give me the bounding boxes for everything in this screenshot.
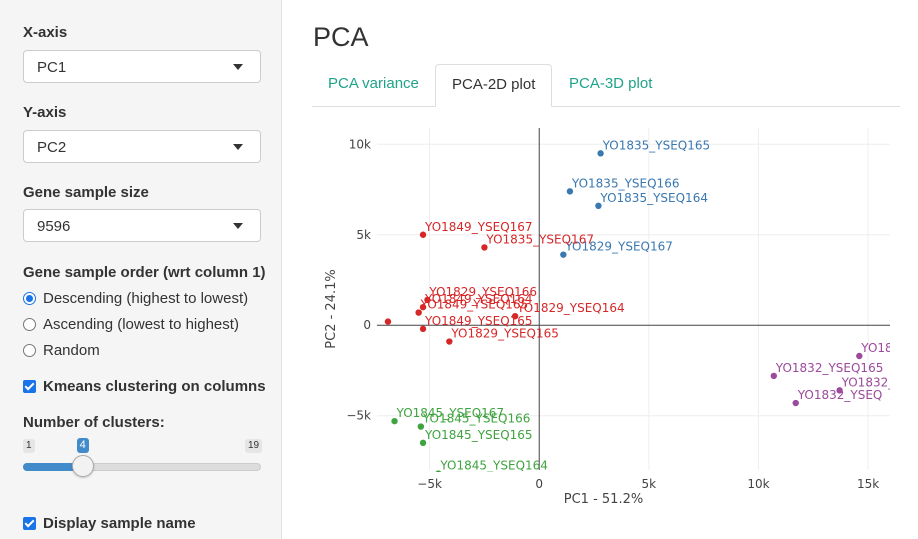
sidebar-panel: X-axis PC1 Y-axis PC2 Gene sample size 9… (0, 0, 282, 539)
yaxis-label: Y-axis (23, 104, 67, 121)
x-tick-label: 5k (642, 477, 657, 491)
y-tick-label: 5k (356, 228, 371, 242)
scatter-point[interactable] (415, 309, 422, 316)
gene-sample-size-label: Gene sample size (23, 184, 149, 201)
radio-descending-label: Descending (highest to lowest) (43, 290, 249, 307)
x-tick-label: 10k (747, 477, 769, 491)
scatter-point[interactable] (511, 312, 519, 320)
points-layer: YO1835_YSEQ165YO1835_YSEQ166YO1835_YSEQ1… (384, 138, 896, 476)
radio-random-label: Random (43, 342, 100, 359)
point-label: YO1835_YSEQ167 (485, 232, 594, 246)
point-label: YO1849_YSEQ165 (420, 298, 529, 312)
point-label: YO1835_YSEQ166 (571, 176, 680, 190)
scatter-point[interactable] (435, 470, 442, 476)
scatter-point[interactable] (856, 352, 863, 360)
y-tick-label: 10k (349, 137, 371, 151)
tab-bar: PCA variance PCA-2D plot PCA-3D plot (312, 64, 900, 107)
radio-ascending-label: Ascending (lowest to highest) (43, 316, 239, 333)
point-label: YO1849_YSEQ164 (424, 292, 533, 306)
x-tick-label: 0 (535, 477, 543, 491)
kmeans-checkbox-label: Kmeans clustering on columns (43, 378, 266, 395)
y-tick-label: −5k (346, 409, 371, 423)
scatter-point[interactable] (792, 399, 799, 407)
scatter-point[interactable] (560, 251, 567, 258)
point-label: YO1835_YSEQ164 (599, 191, 708, 205)
scatter-point[interactable] (566, 188, 574, 195)
point-label: YO1849_YSEQ167 (424, 220, 533, 234)
xaxis-select[interactable]: PC1 (23, 50, 261, 83)
tab-pca-variance[interactable]: PCA variance (328, 75, 419, 92)
point-label: YO1849_YSEQ165 (424, 314, 533, 328)
chevron-down-icon (233, 144, 243, 150)
slider-min-badge: 1 (23, 439, 35, 453)
xaxis-select-value: PC1 (37, 59, 67, 76)
slider-handle[interactable] (71, 455, 94, 477)
x-tick-label: −5k (417, 477, 442, 491)
display-sample-name-label: Display sample name (43, 515, 196, 532)
xaxis-label: X-axis (23, 24, 68, 41)
slider-fill (23, 463, 83, 471)
scatter-point[interactable] (481, 244, 488, 251)
y-axis-title: PC2 - 24.1% (324, 269, 339, 348)
page-title: PCA (313, 22, 369, 52)
point-label: YO1832_YSEQ (797, 388, 883, 402)
checkbox-checked-icon[interactable] (23, 517, 36, 530)
point-label: YO1845_YSEQ166 (422, 412, 531, 426)
scatter-point[interactable] (424, 296, 431, 304)
scatter-point[interactable] (419, 231, 427, 238)
scatter-point[interactable] (384, 318, 392, 325)
x-tick-label: 15k (857, 477, 879, 491)
scatter-point[interactable] (597, 150, 604, 157)
point-label: YO1845_YSEQ167 (396, 406, 505, 420)
clusters-label: Number of clusters: (23, 414, 165, 431)
point-label: YO1832_YSEQ165 (775, 361, 884, 375)
point-label: YO1829_YSEQ164 (516, 301, 625, 315)
point-label: YO1832_ (841, 375, 896, 389)
point-label: YO1829_YSEQ167 (564, 240, 673, 254)
scatter-point[interactable] (391, 417, 398, 425)
scatter-point[interactable] (446, 338, 453, 345)
radio-unselected-icon[interactable] (23, 344, 36, 357)
point-label: YO1829_YSEQ166 (428, 285, 537, 299)
radio-selected-icon[interactable] (23, 292, 36, 305)
x-axis-title: PC1 - 51.2% (564, 492, 643, 507)
scatter-point[interactable] (417, 423, 425, 430)
scatter-point[interactable] (419, 325, 427, 333)
point-label: YO1829_YSEQ165 (450, 327, 559, 341)
scatter-point[interactable] (595, 202, 602, 210)
scatter-point[interactable] (419, 303, 427, 311)
gene-sample-size-value: 9596 (37, 218, 71, 235)
scatter-point[interactable] (770, 372, 778, 380)
point-label: YO18 (860, 341, 892, 355)
y-tick-label: 0 (363, 318, 371, 332)
slider-max-badge: 19 (245, 439, 263, 453)
chevron-down-icon (233, 223, 243, 229)
scatter-point[interactable] (836, 387, 843, 394)
point-label: YO1835_YSEQ165 (602, 138, 711, 152)
scatter-point[interactable] (419, 439, 427, 447)
chevron-down-icon (233, 64, 243, 70)
checkbox-checked-icon[interactable] (23, 380, 36, 393)
yaxis-select[interactable]: PC2 (23, 130, 261, 163)
radio-unselected-icon[interactable] (23, 318, 36, 331)
pca-2d-scatter-plot[interactable]: −5k 0 5k 10k 15k −5k 0 5k 10k PC1 - 51.2% PC2 - 24… (312, 110, 902, 510)
tab-pca-3d-plot[interactable]: PCA-3D plot (569, 75, 653, 92)
point-label: YO1845_YSEQ165 (424, 428, 533, 442)
tab-pca-2d-plot[interactable]: PCA-2D plot (435, 64, 553, 107)
gene-sample-size-select[interactable]: 9596 (23, 209, 261, 242)
slider-value-badge: 4 (76, 438, 89, 453)
gene-sample-order-label: Gene sample order (wrt column 1) (23, 264, 266, 281)
yaxis-select-value: PC2 (37, 139, 67, 156)
point-label: YO1845_YSEQ164 (439, 459, 548, 473)
